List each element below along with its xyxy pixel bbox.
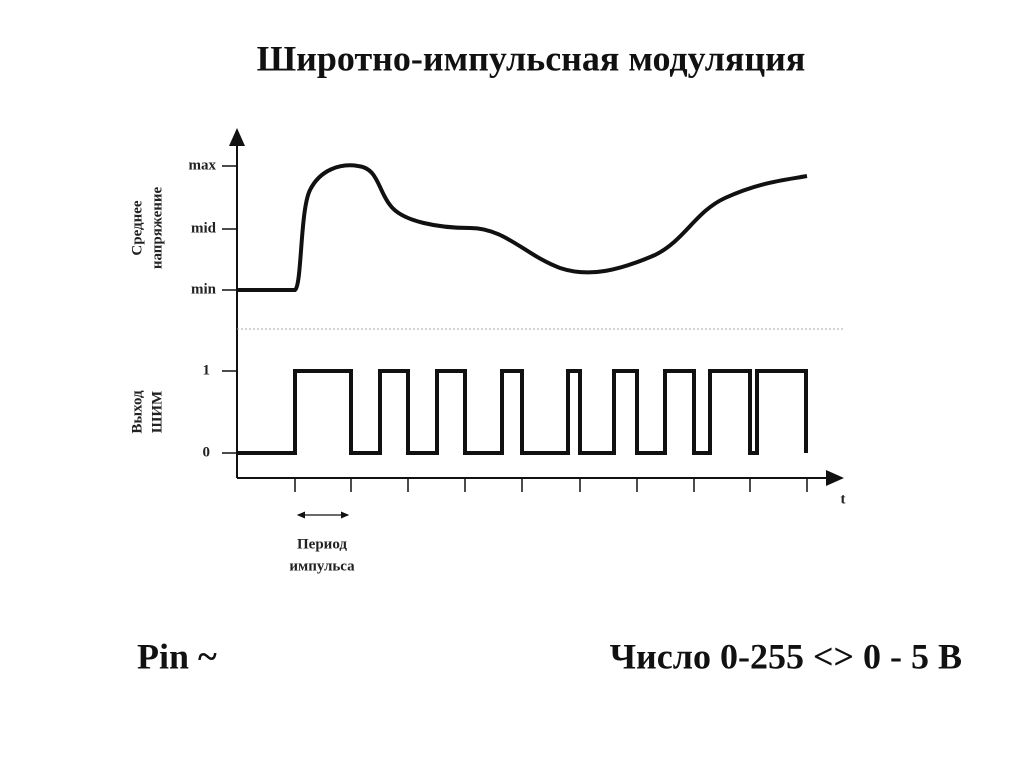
pwm-signal bbox=[237, 369, 808, 455]
level-label: 1 bbox=[203, 362, 211, 378]
axis-label: Выход bbox=[129, 390, 145, 434]
level-label: max bbox=[189, 157, 217, 173]
average-voltage-curve bbox=[237, 163, 808, 292]
x-axis-label: t bbox=[841, 491, 846, 507]
axis-label: Среднее bbox=[129, 200, 145, 256]
axis-label: напряжение bbox=[149, 186, 165, 269]
period-label: импульса bbox=[289, 558, 355, 574]
period-label: Период bbox=[297, 536, 347, 552]
level-label: 0 bbox=[203, 444, 211, 460]
footer-left: Pin ~ bbox=[137, 636, 217, 676]
level-label: mid bbox=[191, 220, 217, 236]
title: Широтно-импульсная модуляция bbox=[257, 38, 806, 78]
footer-right: Число 0-255 <> 0 - 5 В bbox=[610, 636, 962, 676]
level-label: min bbox=[191, 281, 217, 297]
y-ticks bbox=[222, 165, 237, 454]
axis-label: ШИМ bbox=[149, 391, 165, 433]
x-ticks bbox=[294, 478, 808, 492]
